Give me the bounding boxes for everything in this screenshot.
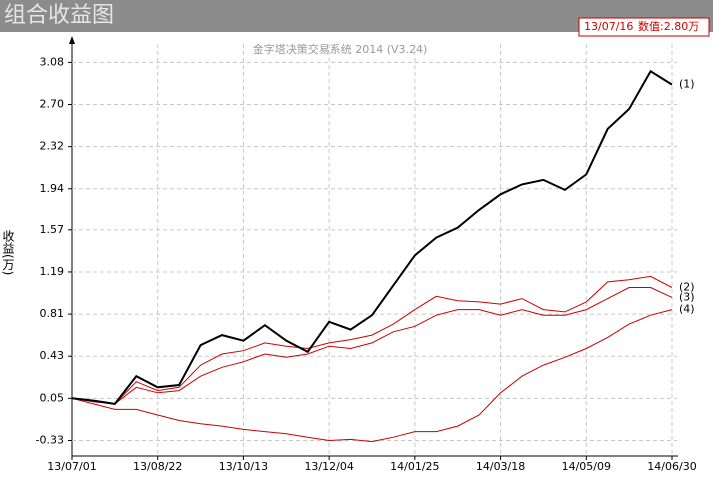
page-title: 组合收益图	[4, 3, 114, 28]
y-tick-label: 1.19	[40, 265, 65, 278]
series-line	[71, 287, 673, 405]
y-tick-label: 2.32	[40, 140, 65, 153]
readout-date: 13/07/16	[584, 20, 633, 33]
y-axis-arrow	[69, 36, 75, 44]
readout-box	[578, 17, 710, 37]
series-line	[71, 69, 673, 405]
y-tick-label: 1.57	[40, 223, 65, 236]
y-tick-label: 0.81	[40, 307, 65, 320]
x-tick-label: 13/12/04	[304, 460, 353, 473]
chart-subtitle: 金字塔决策交易系统 2014 (V3.24)	[253, 42, 428, 56]
y-tick-label: 0.43	[40, 349, 65, 362]
y-tick-label: 1.94	[40, 182, 65, 195]
y-tick-label: -0.33	[36, 433, 64, 446]
x-tick-label: 13/08/22	[133, 460, 182, 473]
series-label: (3)	[679, 290, 695, 303]
x-tick-label: 14/03/18	[476, 460, 525, 473]
y-tick-label: 3.08	[40, 55, 65, 68]
x-tick-label: 14/06/30	[647, 460, 696, 473]
y-axis-label: 收益(万)	[1, 230, 15, 276]
readout-value: 数值:2.80万	[638, 20, 699, 33]
series-line	[71, 309, 673, 443]
series-label: (2)	[679, 280, 695, 293]
x-tick-label: 13/10/13	[219, 460, 268, 473]
x-tick-label: 14/05/09	[562, 460, 611, 473]
y-tick-label: 2.70	[40, 98, 65, 111]
y-tick-label: 0.05	[40, 391, 65, 404]
series-line	[71, 275, 673, 405]
series-label: (4)	[679, 303, 695, 316]
series-label: (1)	[679, 78, 695, 91]
x-tick-label: 13/07/01	[47, 460, 96, 473]
x-tick-label: 14/01/25	[390, 460, 439, 473]
